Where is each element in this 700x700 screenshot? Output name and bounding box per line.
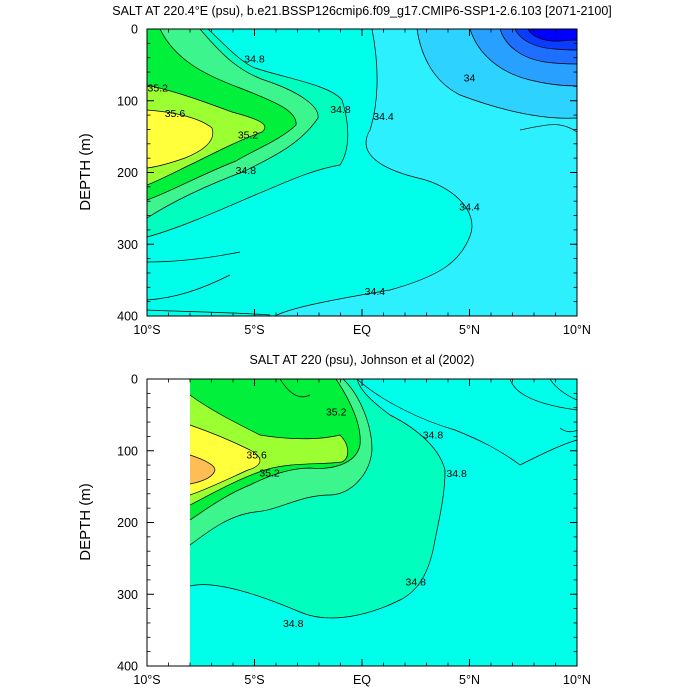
y-tick-label: 0: [131, 23, 138, 37]
x-tick-label: EQ: [353, 323, 371, 337]
contour-label: 34.8: [406, 577, 427, 589]
contour-label: 35.2: [259, 467, 280, 479]
contour-labels: 35.2 34.8 35.6 34.8 35.2 34.8 34.8: [246, 407, 467, 631]
y-tick-label: 200: [117, 166, 138, 180]
contour-lines: [147, 29, 577, 316]
contour-fill: [189, 379, 577, 666]
axes: 10°S 5°S EQ 5°N 10°N 0 100 200 300 400: [117, 23, 591, 338]
x-tick-label: 10°S: [133, 323, 160, 337]
y-axis-label: DEPTH (m): [77, 133, 94, 211]
y-tick-label: 300: [117, 588, 138, 602]
fill-35.6: [147, 110, 213, 168]
y-tick-label: 0: [131, 373, 138, 387]
y-axis-label: DEPTH (m): [77, 483, 94, 561]
y-tick-label: 200: [117, 516, 138, 530]
contour-label: 34.8: [244, 54, 265, 66]
contour-label: 35.6: [246, 450, 267, 462]
contour-label: 34.8: [423, 429, 444, 441]
panel-title: SALT AT 220 (psu), Johnson et al (2002): [250, 353, 475, 367]
contour-label: 34: [464, 72, 476, 84]
y-tick-label: 100: [117, 444, 138, 458]
contour-label: 34.8: [283, 618, 304, 630]
x-tick-label: 10°N: [563, 673, 591, 687]
x-tick-label: 5°S: [244, 323, 264, 337]
contour-label: 34.8: [446, 468, 467, 480]
x-tick-label: 10°S: [133, 673, 160, 687]
x-tick-label: EQ: [353, 673, 371, 687]
contour-label: 35.6: [165, 108, 186, 120]
panel-observations: SALT AT 220 (psu), Johnson et al (2002): [77, 353, 591, 687]
x-tick-label: 10°N: [563, 323, 591, 337]
contour-label: 35.2: [148, 82, 169, 94]
contour-label: 34.4: [365, 286, 386, 298]
x-tick-label: 5°S: [244, 673, 264, 687]
panel-model: SALT AT 220.4°E (psu), b.e21.BSSP126cmip…: [77, 4, 612, 337]
contour-label: 34.8: [330, 104, 351, 116]
contour-fill: [147, 29, 577, 316]
x-tick-label: 5°N: [459, 673, 480, 687]
fill-34.6-deep: [190, 379, 577, 666]
contour-label: 34.8: [236, 165, 257, 177]
fill-35.8: [190, 455, 215, 484]
contour-label: 34.4: [459, 201, 480, 213]
panel-title: SALT AT 220.4°E (psu), b.e21.BSSP126cmip…: [112, 4, 612, 18]
axes: 10°S 5°S EQ 5°N 10°N 0 100 200 300 400: [117, 373, 591, 688]
x-tick-label: 5°N: [459, 323, 480, 337]
contour-label: 34.4: [373, 111, 394, 123]
contour-label: 35.2: [238, 130, 259, 142]
y-tick-label: 400: [117, 660, 138, 674]
y-tick-label: 300: [117, 238, 138, 252]
contour-labels: 34.8 35.2 34.8 35.6 34.4 34 35.2 34.8 34.4 34.4: [148, 54, 480, 298]
y-tick-label: 400: [117, 310, 138, 324]
y-tick-label: 100: [117, 94, 138, 108]
contour-label: 35.2: [326, 407, 347, 419]
contour-lines: [189, 379, 577, 619]
fill-33.4: [528, 29, 577, 42]
